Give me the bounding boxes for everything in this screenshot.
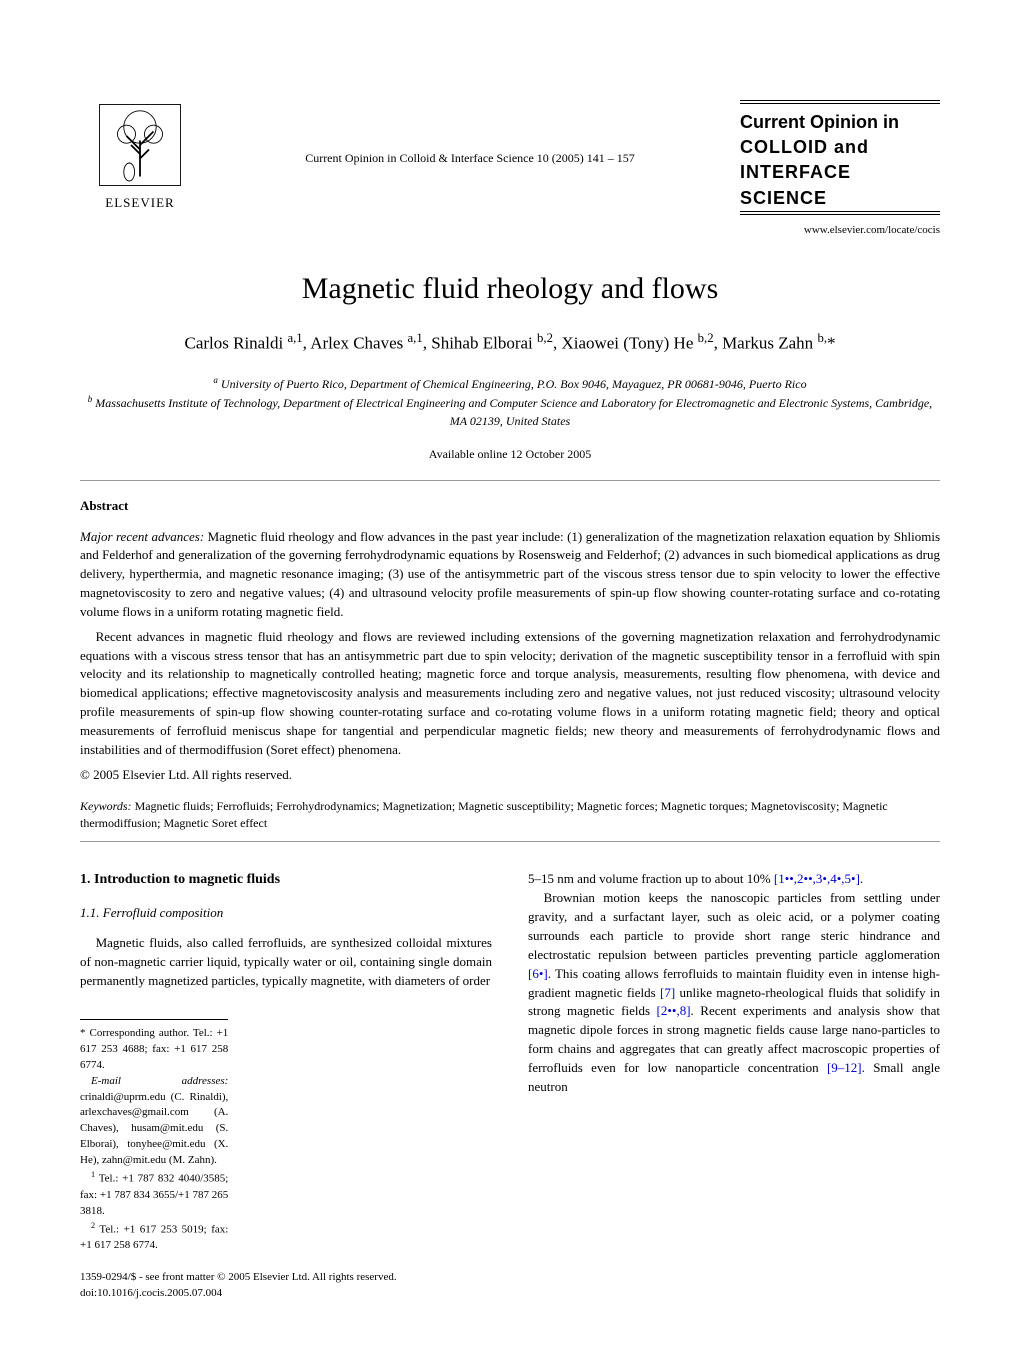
abstract-para-2: Recent advances in magnetic fluid rheolo… <box>80 628 940 760</box>
footnotes-block: * Corresponding author. Tel.: +1 617 253… <box>80 1019 228 1254</box>
abstract-copyright: © 2005 Elsevier Ltd. All rights reserved… <box>80 766 940 784</box>
journal-masthead: Current Opinion in COLLOID and INTERFACE… <box>740 100 940 238</box>
ref-link-2-8[interactable]: [2••,8] <box>657 1003 691 1018</box>
ref-link-6[interactable]: [6•] <box>528 966 548 981</box>
column-right: 5–15 nm and volume fraction up to about … <box>528 870 940 1301</box>
section-1-1-heading: 1.1. Ferrofluid composition <box>80 904 492 922</box>
abstract-body: Major recent advances: Magnetic fluid rh… <box>80 528 940 760</box>
col2-para-2: Brownian motion keeps the nanoscopic par… <box>528 889 940 1096</box>
available-online: Available online 12 October 2005 <box>80 446 940 463</box>
masthead-line-2: COLLOID and <box>740 135 940 160</box>
ref-link-7[interactable]: [7] <box>660 985 675 1000</box>
affiliation-b: b Massachusetts Institute of Technology,… <box>80 393 940 430</box>
affiliations: a University of Puerto Rico, Department … <box>80 374 940 430</box>
publisher-name: ELSEVIER <box>105 194 174 212</box>
page-header: ELSEVIER Current Opinion in Colloid & In… <box>80 100 940 238</box>
journal-reference: Current Opinion in Colloid & Interface S… <box>200 100 740 167</box>
keywords-text: Magnetic fluids; Ferrofluids; Ferrohydro… <box>80 799 888 830</box>
affiliation-a: a University of Puerto Rico, Department … <box>80 374 940 393</box>
ref-link-9-12[interactable]: [9–12] <box>827 1060 862 1075</box>
rule-after-keywords <box>80 841 940 842</box>
rule-before-abstract <box>80 480 940 481</box>
doi-line-1: 1359-0294/$ - see front matter © 2005 El… <box>80 1270 492 1285</box>
masthead-line-1: Current Opinion in <box>740 110 940 135</box>
abstract-lead-italic: Major recent advances: <box>80 529 204 544</box>
doi-line-2: doi:10.1016/j.cocis.2005.07.004 <box>80 1286 492 1301</box>
elsevier-tree-icon <box>95 100 185 190</box>
col2-para-1: 5–15 nm and volume fraction up to about … <box>528 870 940 889</box>
ref-link-1-5[interactable]: [1••,2••,3•,4•,5•] <box>774 871 860 886</box>
footnote-1: 1 Tel.: +1 787 832 4040/3585; fax: +1 78… <box>80 1169 228 1219</box>
col1-para-1: Magnetic fluids, also called ferrofluids… <box>80 934 492 991</box>
abstract-para-1: Major recent advances: Magnetic fluid rh… <box>80 528 940 622</box>
article-title: Magnetic fluid rheology and flows <box>80 268 940 310</box>
doi-block: 1359-0294/$ - see front matter © 2005 El… <box>80 1270 492 1301</box>
masthead-line-3: INTERFACE SCIENCE <box>740 160 940 210</box>
masthead-rule <box>740 100 940 104</box>
journal-website: www.elsevier.com/locate/cocis <box>740 223 940 238</box>
authors-line: Carlos Rinaldi a,1, Arlex Chaves a,1, Sh… <box>80 330 940 355</box>
column-left: 1. Introduction to magnetic fluids 1.1. … <box>80 870 492 1301</box>
body-columns: 1. Introduction to magnetic fluids 1.1. … <box>80 870 940 1301</box>
masthead-rule-bottom <box>740 211 940 215</box>
footnote-corresponding: * Corresponding author. Tel.: +1 617 253… <box>80 1026 228 1074</box>
keywords-label: Keywords: <box>80 799 132 813</box>
footnote-2: 2 Tel.: +1 617 253 5019; fax: +1 617 258… <box>80 1220 228 1255</box>
footnote-emails: E-mail addresses: crinaldi@uprm.edu (C. … <box>80 1074 228 1170</box>
abstract-heading: Abstract <box>80 497 940 515</box>
publisher-block: ELSEVIER <box>80 100 200 212</box>
keywords-block: Keywords: Magnetic fluids; Ferrofluids; … <box>80 798 940 832</box>
section-1-heading: 1. Introduction to magnetic fluids <box>80 870 492 890</box>
